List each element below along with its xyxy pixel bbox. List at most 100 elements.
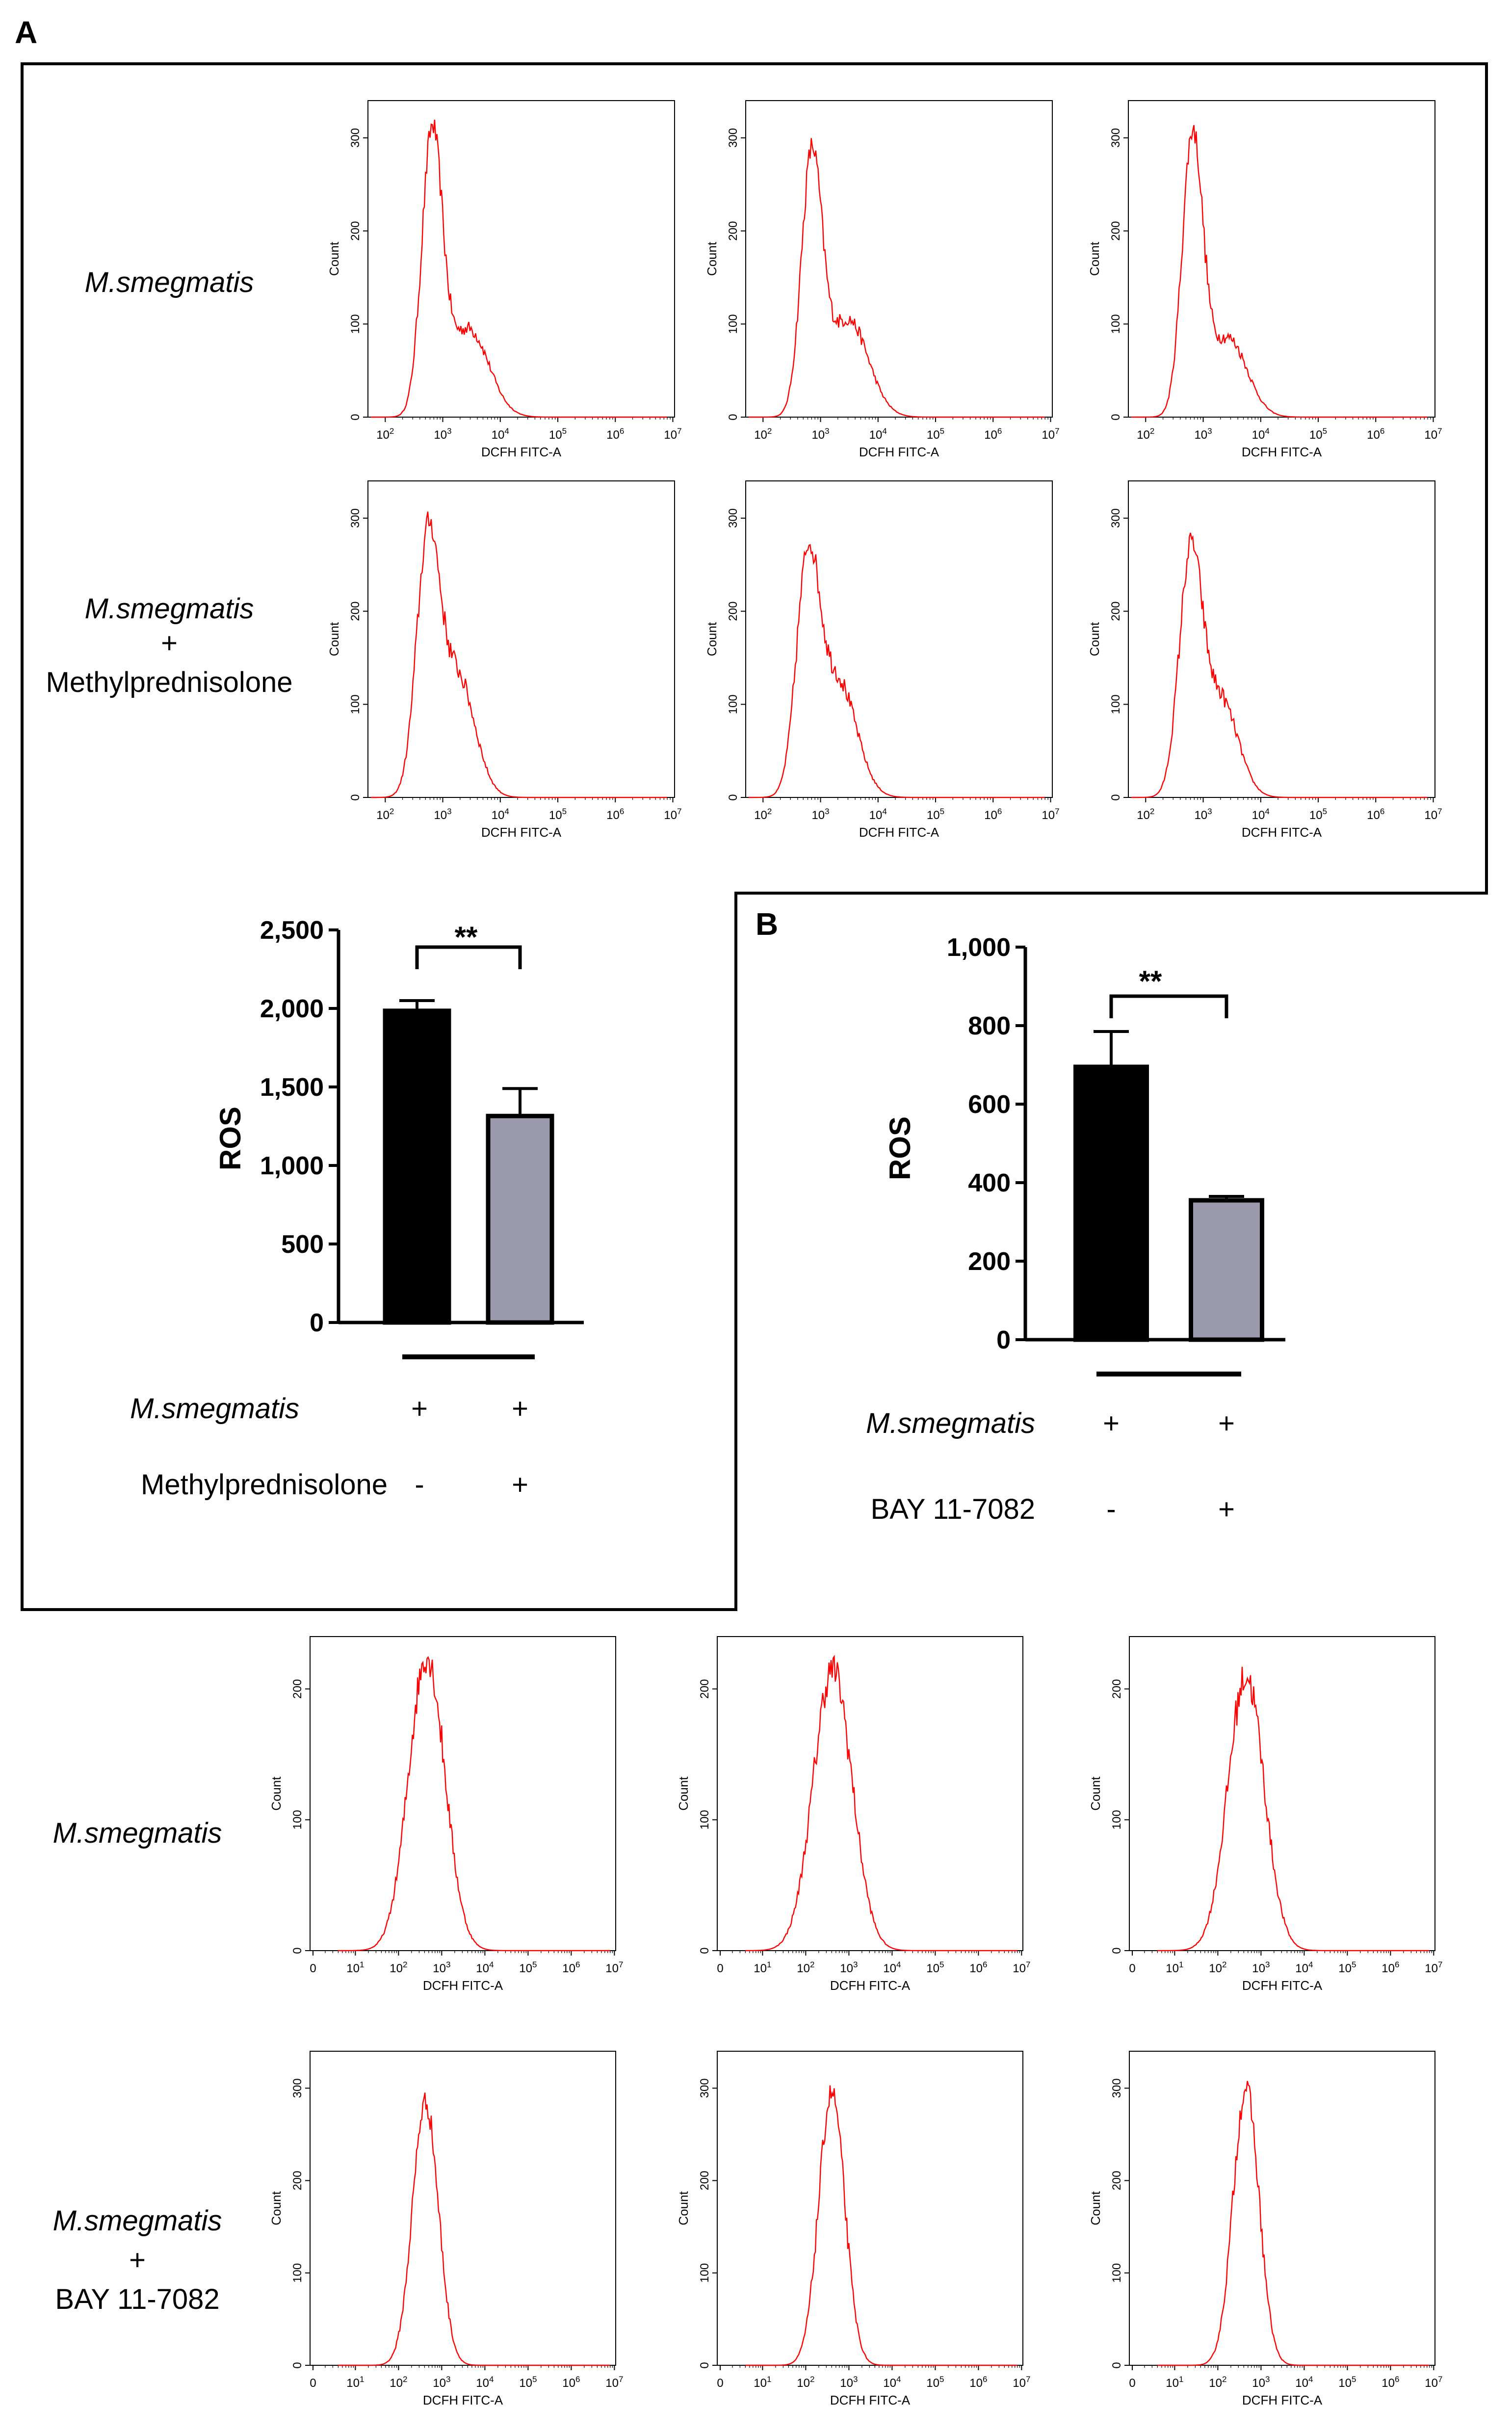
bar-ytick-label: 800 [968, 1012, 1011, 1040]
histogram-xtick-label: 102 [754, 807, 772, 822]
histogram-xtick-label: 106 [562, 1960, 580, 1975]
histogram-xtick-exponent: 6 [575, 1960, 580, 1969]
histogram-xtick-label: 105 [927, 426, 944, 442]
histogram-xtick-label: 104 [492, 426, 509, 442]
histogram-xtick-exponent: 5 [562, 807, 567, 816]
histogram-ytick-label: 200 [1109, 221, 1122, 241]
histogram-xtick-exponent: 2 [390, 426, 394, 436]
histogram-xtick-label: 107 [1425, 2375, 1442, 2390]
row-label-b2-strain: M.smegmatis [53, 2205, 222, 2237]
histogram-xtick-exponent: 5 [1352, 2375, 1356, 2384]
histogram-frame [367, 100, 675, 418]
histogram-b-row1-2: 0 100 200 Count 0 101 102 103 104 105 106 107 DCFH F… [676, 1636, 1030, 1993]
histogram-ytick-label: 200 [1109, 602, 1122, 621]
histogram-xtick-label: 104 [883, 2375, 901, 2390]
row-label-a2-plus: + [161, 627, 178, 659]
histogram-b-row2-1: 0 100 200 300 Count 0 101 102 103 104 105 106 107 DCF… [269, 2051, 623, 2408]
histogram-xtick-exponent: 4 [489, 1960, 494, 1969]
histogram-ytick-label: 300 [727, 128, 740, 148]
histogram-xtick-label: 106 [984, 807, 1002, 822]
histogram-xtick-label: 103 [1252, 1960, 1270, 1975]
histogram-xtick-exponent: 5 [532, 1960, 537, 1969]
histogram-b-row2-2: 0 100 200 300 Count 0 101 102 103 104 105 106 107 DCF… [676, 2051, 1030, 2408]
histogram-ytick-label: 100 [698, 1810, 711, 1829]
histogram-xtick-label: 105 [1309, 426, 1327, 442]
histogram-xtick-label: 107 [1424, 426, 1442, 442]
histogram-ytick-label: 200 [727, 602, 740, 621]
histogram-ytick-label: 100 [291, 2263, 304, 2283]
histogram-trace [370, 119, 667, 418]
histogram-frame [367, 480, 675, 798]
histogram-xtick-exponent: 4 [896, 1960, 901, 1969]
histogram-xtick-label: 102 [754, 426, 772, 442]
histogram-xtick-exponent: 2 [390, 807, 394, 816]
histogram-xtick-exponent: 7 [1437, 426, 1442, 436]
histogram-xtick-label: 102 [390, 2375, 407, 2390]
histogram-xtick-label: 105 [1338, 1960, 1356, 1975]
histogram-xtick-exponent: 6 [620, 426, 624, 436]
row-label-a1: M.smegmatis [85, 266, 254, 298]
histogram-xtick-exponent: 3 [1265, 2375, 1270, 2384]
histogram-b-row2-3: 0 100 200 300 Count 0 101 102 103 104 105 106 107 DCF… [1088, 2051, 1442, 2408]
histogram-trace [1157, 1667, 1430, 1952]
histogram-ytick-label: 100 [698, 2263, 711, 2283]
row-label-b1: M.smegmatis [53, 1817, 222, 1849]
bar-ytick-label: 2,500 [260, 916, 324, 945]
bar-ytick-label: 200 [968, 1247, 1011, 1276]
histogram-xtick-label: 104 [869, 426, 887, 442]
histogram-xtick-exponent: 4 [504, 426, 509, 436]
bar-ytick-label: 0 [310, 1309, 324, 1337]
bar-2 [1189, 1198, 1264, 1342]
histogram-xtick-label: 103 [434, 426, 451, 442]
histogram-xtick-label: 106 [1367, 426, 1384, 442]
histogram-xtick-exponent: 3 [447, 426, 451, 436]
bar-a-row1-sign2: + [512, 1393, 528, 1425]
bar-b-row2-sign2: + [1218, 1493, 1235, 1525]
histogram-xtick-exponent: 7 [677, 807, 681, 816]
histogram-xtick-label: 104 [476, 1960, 494, 1975]
histogram-a-row2-2: 0 100 200 300 Count 102 103 104 105 106 107 DCFH FI… [704, 480, 1060, 840]
histogram-ytick-label: 300 [349, 128, 362, 148]
histogram-ytick-label: 0 [1109, 794, 1122, 800]
histogram-xtick-label: 105 [1338, 2375, 1356, 2390]
histogram-trace [370, 511, 667, 798]
histogram-xtick-label: 102 [797, 1960, 814, 1975]
histogram-ytick-label: 300 [1109, 508, 1122, 528]
histogram-ylabel: Count [1087, 622, 1102, 656]
histogram-xtick-label: 104 [1295, 2375, 1313, 2390]
bar-b-ylabel: ROS [884, 1116, 916, 1180]
histogram-xtick-exponent: 4 [882, 807, 886, 816]
panel-a-letter: A [15, 15, 37, 50]
histogram-ytick-label: 100 [291, 1810, 304, 1829]
histogram-xtick-exponent: 2 [1150, 426, 1154, 436]
histogram-b-row1-1: 0 100 200 Count 0 101 102 103 104 105 106 107 DCFH F… [269, 1636, 623, 1993]
histogram-xtick-label: 105 [926, 2375, 944, 2390]
bar-1 [1073, 1064, 1149, 1342]
histogram-ytick-label: 200 [349, 602, 362, 621]
histogram-xtick-exponent: 6 [983, 2375, 987, 2384]
histogram-xtick-exponent: 1 [1179, 2375, 1183, 2384]
histogram-frame [745, 100, 1053, 418]
histogram-ytick-label: 100 [727, 694, 740, 714]
bar-a-ylabel: ROS [214, 1107, 247, 1170]
histogram-xtick-exponent: 2 [810, 2375, 814, 2384]
histogram-xtick-label: 107 [664, 426, 681, 442]
histogram-a-row2-3: 0 100 200 300 Count 102 103 104 105 106 107 DCFH FI… [1087, 480, 1442, 840]
histogram-xtick-label: 102 [390, 1960, 407, 1975]
bar-chart-b: ROS ** M.smegmatis + + BAY 11-7082 - + 0… [866, 933, 1285, 1525]
histogram-ylabel: Count [704, 241, 719, 276]
row-label-b2-plus: + [129, 2244, 146, 2276]
histogram-xtick-label: 107 [605, 1960, 623, 1975]
histogram-ytick-label: 0 [1110, 2362, 1123, 2368]
bar-ytick-label: 1,000 [947, 933, 1011, 962]
row-label-a2-drug: Methylprednisolone [46, 666, 293, 698]
histogram-xtick-label: 106 [1382, 1960, 1399, 1975]
histogram-xtick-exponent: 7 [1438, 2375, 1442, 2384]
histogram-ylabel: Count [327, 622, 341, 656]
histogram-xtick-exponent: 5 [532, 2375, 537, 2384]
histogram-xtick-exponent: 4 [489, 2375, 494, 2384]
histogram-ytick-label: 300 [349, 508, 362, 528]
histogram-xlabel: DCFH FITC-A [830, 1978, 911, 1993]
histogram-xtick-label: 107 [1424, 807, 1442, 822]
histogram-ytick-label: 300 [727, 508, 740, 528]
